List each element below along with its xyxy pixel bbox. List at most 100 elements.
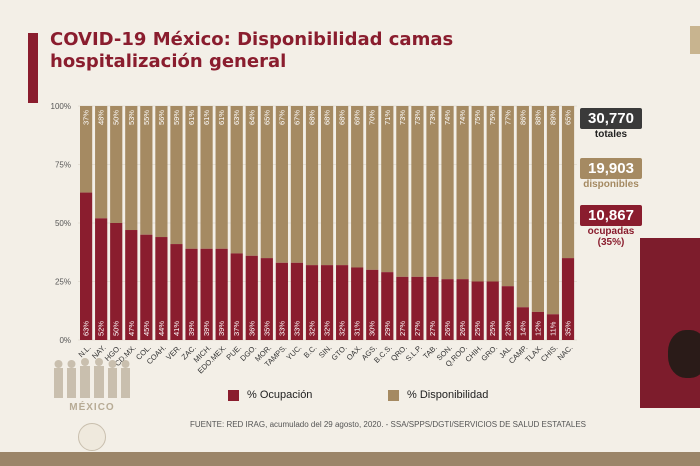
bar-disponibilidad <box>411 106 424 277</box>
bar-ocupacion <box>215 248 228 340</box>
bar-ocupacion <box>471 281 484 340</box>
data-label-ocupacion: 36% <box>247 321 256 336</box>
bar-ocupacion <box>245 255 258 340</box>
bar-ocupacion <box>411 276 424 340</box>
bar-disponibilidad <box>275 106 288 263</box>
data-label-ocupacion: 25% <box>488 321 497 336</box>
data-label-ocupacion: 32% <box>338 321 347 336</box>
data-label-disponibilidad: 68% <box>308 110 317 125</box>
data-label-ocupacion: 33% <box>292 321 301 336</box>
data-label-ocupacion: 37% <box>232 321 241 336</box>
bar-ocupacion <box>516 307 529 340</box>
data-label-ocupacion: 14% <box>518 321 527 336</box>
data-label-ocupacion: 39% <box>187 321 196 336</box>
data-label-ocupacion: 63% <box>82 321 91 336</box>
data-label-ocupacion: 45% <box>142 321 151 336</box>
bar-disponibilidad <box>426 106 439 277</box>
bar-ocupacion <box>381 272 394 340</box>
source-note: FUENTE: RED IRAG, acumulado del 29 agost… <box>190 420 586 429</box>
bar-disponibilidad <box>305 106 319 266</box>
bar-disponibilidad <box>456 106 469 280</box>
bar-disponibilidad <box>351 106 364 268</box>
bar-disponibilidad <box>531 106 544 312</box>
x-tick-label: S.L.P. <box>404 343 424 363</box>
data-label-disponibilidad: 65% <box>564 110 573 125</box>
title-accent-bar <box>28 33 38 103</box>
x-tick-label: CHIS. <box>539 343 560 364</box>
legend-occupied: % Ocupación <box>228 389 312 401</box>
bar-disponibilidad <box>170 106 183 245</box>
data-label-ocupacion: 50% <box>112 321 121 336</box>
data-label-ocupacion: 27% <box>413 321 422 336</box>
data-label-disponibilidad: 67% <box>277 110 286 125</box>
bar-disponibilidad <box>125 106 138 231</box>
data-label-disponibilidad: 73% <box>398 110 407 125</box>
bar-ocupacion <box>531 311 544 340</box>
data-label-disponibilidad: 70% <box>368 110 377 125</box>
video-inset <box>640 238 700 408</box>
legend-available: % Disponibilidad <box>388 389 488 401</box>
bar-ocupacion <box>396 276 409 340</box>
x-tick-label: VER. <box>164 343 183 362</box>
bar-ocupacion <box>275 262 288 340</box>
legend-occupied-swatch <box>228 389 239 401</box>
data-label-ocupacion: 25% <box>473 321 482 336</box>
available-beds-value: 19,903 <box>580 158 642 179</box>
total-beds-label: totales <box>594 129 628 140</box>
data-label-ocupacion: 29% <box>383 321 392 336</box>
bar-disponibilidad <box>366 106 379 270</box>
bar-disponibilidad <box>230 106 243 254</box>
data-label-disponibilidad: 74% <box>458 110 467 125</box>
bar-disponibilidad <box>471 106 484 282</box>
bar-disponibilidad <box>501 106 514 287</box>
data-label-ocupacion: 26% <box>458 321 467 336</box>
legend-available-swatch <box>388 389 399 401</box>
bar-disponibilidad <box>80 106 93 193</box>
bar-ocupacion <box>426 276 439 340</box>
data-label-ocupacion: 47% <box>127 321 136 336</box>
bar-disponibilidad <box>516 106 529 308</box>
bar-ocupacion <box>486 281 499 340</box>
x-tick-label: GTO. <box>329 343 348 362</box>
data-label-disponibilidad: 75% <box>488 110 497 125</box>
bar-disponibilidad <box>155 106 168 238</box>
data-label-disponibilidad: 67% <box>292 110 301 125</box>
data-label-disponibilidad: 55% <box>142 110 151 125</box>
data-label-ocupacion: 27% <box>398 321 407 336</box>
bar-ocupacion <box>561 258 575 340</box>
seal-icon <box>78 423 106 451</box>
data-label-ocupacion: 35% <box>262 321 271 336</box>
presenter-figure <box>668 330 700 378</box>
background-panel <box>690 26 700 54</box>
bar-ocupacion <box>366 269 379 340</box>
legend-available-label: % Disponibilidad <box>407 389 489 401</box>
bar-ocupacion <box>155 237 168 340</box>
data-label-disponibilidad: 37% <box>82 110 91 125</box>
occupied-beds-label: ocupadas <box>587 226 635 237</box>
y-tick-label: 100% <box>51 102 71 111</box>
data-label-ocupacion: 33% <box>277 321 286 336</box>
y-tick-label: 0% <box>59 336 71 345</box>
occupied-beds-value: 10,867 <box>580 205 642 226</box>
bar-disponibilidad <box>381 106 394 273</box>
data-label-disponibilidad: 75% <box>473 110 482 125</box>
bar-disponibilidad <box>245 106 258 256</box>
data-label-disponibilidad: 68% <box>338 110 347 125</box>
bar-ocupacion <box>290 262 304 340</box>
data-label-disponibilidad: 56% <box>157 110 166 125</box>
data-label-disponibilidad: 73% <box>413 110 422 125</box>
legend-occupied-label: % Ocupación <box>247 389 313 401</box>
data-label-ocupacion: 31% <box>353 321 362 336</box>
occupied-beds-pct: (35%) <box>597 237 625 248</box>
bar-ocupacion <box>336 265 349 340</box>
data-label-ocupacion: 11% <box>548 321 557 336</box>
data-label-ocupacion: 12% <box>533 321 542 336</box>
data-label-disponibilidad: 86% <box>518 110 527 125</box>
data-label-disponibilidad: 69% <box>353 110 362 125</box>
bar-disponibilidad <box>336 106 349 266</box>
bar-ocupacion <box>200 248 213 340</box>
bar-ocupacion <box>140 234 153 340</box>
x-tick-label: OAX. <box>345 343 364 362</box>
logo-text: MÉXICO <box>69 402 115 413</box>
